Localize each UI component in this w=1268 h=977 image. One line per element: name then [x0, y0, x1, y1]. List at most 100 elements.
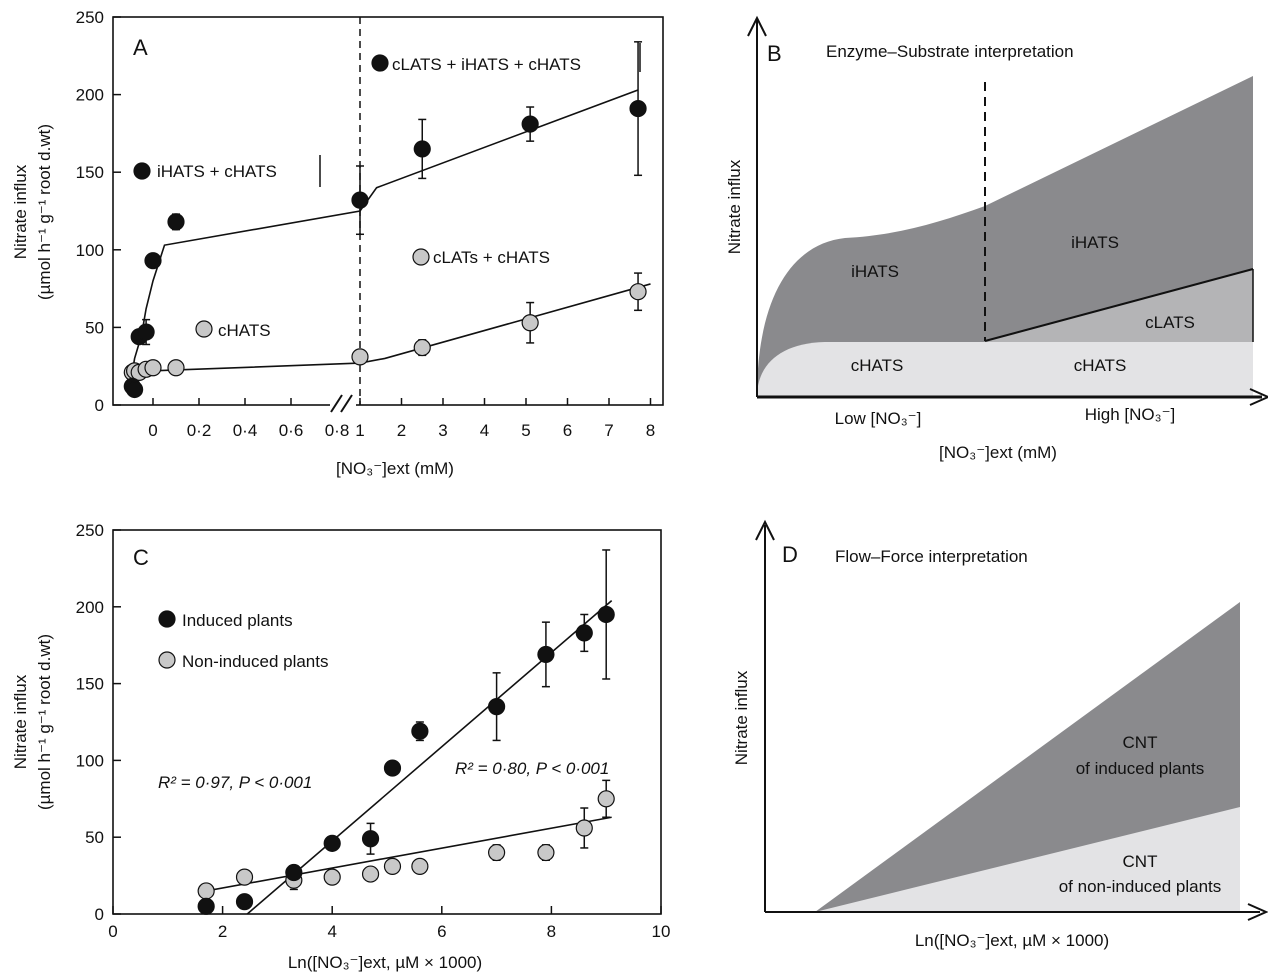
panel-d-ylabel: Nitrate influx [732, 670, 751, 765]
a-point-open-8 [521, 314, 539, 332]
panel-a-frame [112, 16, 664, 406]
a-fit-filled [129, 89, 639, 387]
panel-d-noninduced-line2: of non-induced plants [1059, 877, 1222, 896]
panel-c-points [197, 549, 615, 915]
c-point-1-7 [488, 843, 506, 862]
c-xtick-label-3: 6 [437, 922, 446, 941]
a-ytick-label-3: 150 [76, 163, 104, 182]
panel-c-stat-noninduced: R² = 0·80, P < 0·001 [455, 759, 609, 778]
panel-d: D Flow–Force interpretation CNT of induc… [732, 519, 1268, 950]
label-clats-ihats-chats: cLATS + iHATS + cHATS [392, 55, 581, 74]
c-point-0-10 [597, 605, 615, 624]
legend-induced-marker [158, 610, 176, 628]
panel-d-noninduced-region [815, 807, 1240, 912]
a-xtick-label-7: 3 [438, 421, 447, 440]
c-point-0-6 [411, 722, 429, 740]
c-fit-line-1 [206, 816, 612, 892]
a-point-open-5 [167, 359, 185, 377]
c-fit-line-0 [246, 600, 613, 915]
panel-d-y-arrow [755, 519, 775, 541]
c-point-1-4 [361, 865, 380, 883]
panel-b-high: High [NO₃⁻] [1085, 405, 1176, 424]
c-point-1-10 [597, 790, 615, 808]
c-ytick-label-2: 100 [76, 751, 104, 770]
panel-a-label-chats: cHATS [195, 320, 271, 340]
a-point-filled-5 [167, 213, 185, 231]
a-xtick-label-9: 5 [521, 421, 530, 440]
label-chats: cHATS [218, 321, 271, 340]
a-point-open-7 [413, 338, 431, 357]
panel-b-chats-left: cHATS [851, 356, 904, 375]
panel-b-letter: B [767, 41, 782, 66]
panel-b-ihats-left: iHATS [851, 262, 899, 281]
c-point-0-1 [235, 893, 254, 911]
c-ytick-label-3: 150 [76, 675, 104, 694]
c-ytick-label-0: 0 [95, 905, 104, 924]
a-point-open-6 [351, 348, 369, 366]
panel-d-title: Flow–Force interpretation [835, 547, 1028, 566]
axis-break-mark [330, 394, 356, 413]
panel-c-ylabel: Nitrate influx [11, 674, 30, 769]
panel-d-x-arrow [1247, 903, 1268, 921]
panel-b-clats: cLATS [1145, 313, 1195, 332]
panel-c-legend: Induced plants Non-induced plants [158, 610, 328, 671]
a-xtick-label-2: 0·4 [233, 421, 258, 440]
panel-b-chats-right: cHATS [1074, 356, 1127, 375]
a-xtick-label-0: 0 [148, 421, 157, 440]
panel-d-induced-line2: of induced plants [1076, 759, 1205, 778]
c-point-0-0 [197, 897, 215, 915]
panel-b-chats-region [757, 342, 1253, 397]
panel-b-ihats-right: iHATS [1071, 233, 1119, 252]
a-point-filled-1 [126, 380, 144, 399]
panel-a-points [123, 41, 647, 399]
a-xtick-label-8: 4 [480, 421, 489, 440]
panel-a-xlabel: [NO₃⁻]ext (mM) [336, 459, 454, 478]
c-point-1-5 [383, 857, 402, 875]
c-ytick-label-5: 250 [76, 521, 104, 540]
a-ytick-label-0: 0 [95, 396, 104, 415]
panel-d-xlabel: Ln([NO₃⁻]ext, µM × 1000) [915, 931, 1109, 950]
a-xtick-label-11: 7 [604, 421, 613, 440]
panel-a-y-axis: 0 50 100 150 200 250 [76, 8, 121, 415]
c-xtick-label-2: 4 [327, 922, 336, 941]
a-point-open-4 [144, 359, 162, 377]
panel-b-title: Enzyme–Substrate interpretation [826, 42, 1074, 61]
panel-a-label-clats-ihats-chats: cLATS + iHATS + cHATS [371, 43, 641, 74]
panel-a-ylabel: Nitrate influx [11, 164, 30, 259]
c-point-0-9 [575, 624, 593, 642]
a-point-filled-6 [351, 191, 369, 209]
panel-c-stat-induced: R² = 0·97, P < 0·001 [158, 773, 312, 792]
c-point-0-5 [383, 759, 402, 777]
c-xtick-label-4: 8 [547, 922, 556, 941]
a-ytick-label-2: 100 [76, 241, 104, 260]
panel-a-label-ihats-chats: iHATS + cHATS [133, 155, 321, 187]
c-xtick-label-5: 10 [652, 922, 671, 941]
a-xtick-label-12: 8 [646, 421, 655, 440]
panel-b-x-arrow [1249, 388, 1268, 406]
panel-c-y-axis: 0 50 100 150 200 250 [76, 521, 121, 924]
panel-b: B Enzyme–Substrate interpretation iHATS … [725, 15, 1268, 462]
a-ytick-label-5: 250 [76, 8, 104, 27]
panel-a-fit-lines [129, 89, 651, 387]
c-point-0-7 [488, 698, 506, 716]
c-ytick-label-1: 50 [85, 828, 104, 847]
c-point-0-2 [285, 863, 303, 882]
c-xtick-label-0: 0 [108, 922, 117, 941]
c-point-1-3 [323, 868, 341, 886]
a-xtick-label-6: 2 [397, 421, 406, 440]
panel-a-x-axis: 0 0·2 0·4 0·6 0·8 1 2 3 4 5 6 7 8 [148, 398, 655, 440]
panel-c-ylabel-units: (µmol h⁻¹ g⁻¹ root d.wt) [35, 634, 54, 810]
legend-induced-label: Induced plants [182, 611, 293, 630]
a-xtick-label-4: 0·8 [325, 421, 350, 440]
c-point-0-3 [323, 834, 341, 852]
a-point-filled-9 [629, 99, 647, 118]
a-ytick-label-4: 200 [76, 86, 104, 105]
c-point-1-8 [537, 843, 555, 862]
panel-d-noninduced-line1: CNT [1123, 852, 1158, 871]
c-point-0-4 [361, 830, 380, 848]
panel-b-y-arrow [747, 15, 767, 37]
panel-d-induced-line1: CNT [1123, 733, 1158, 752]
label-clats-chats: cLATs + cHATS [433, 248, 550, 267]
panel-c-frame [112, 529, 662, 915]
